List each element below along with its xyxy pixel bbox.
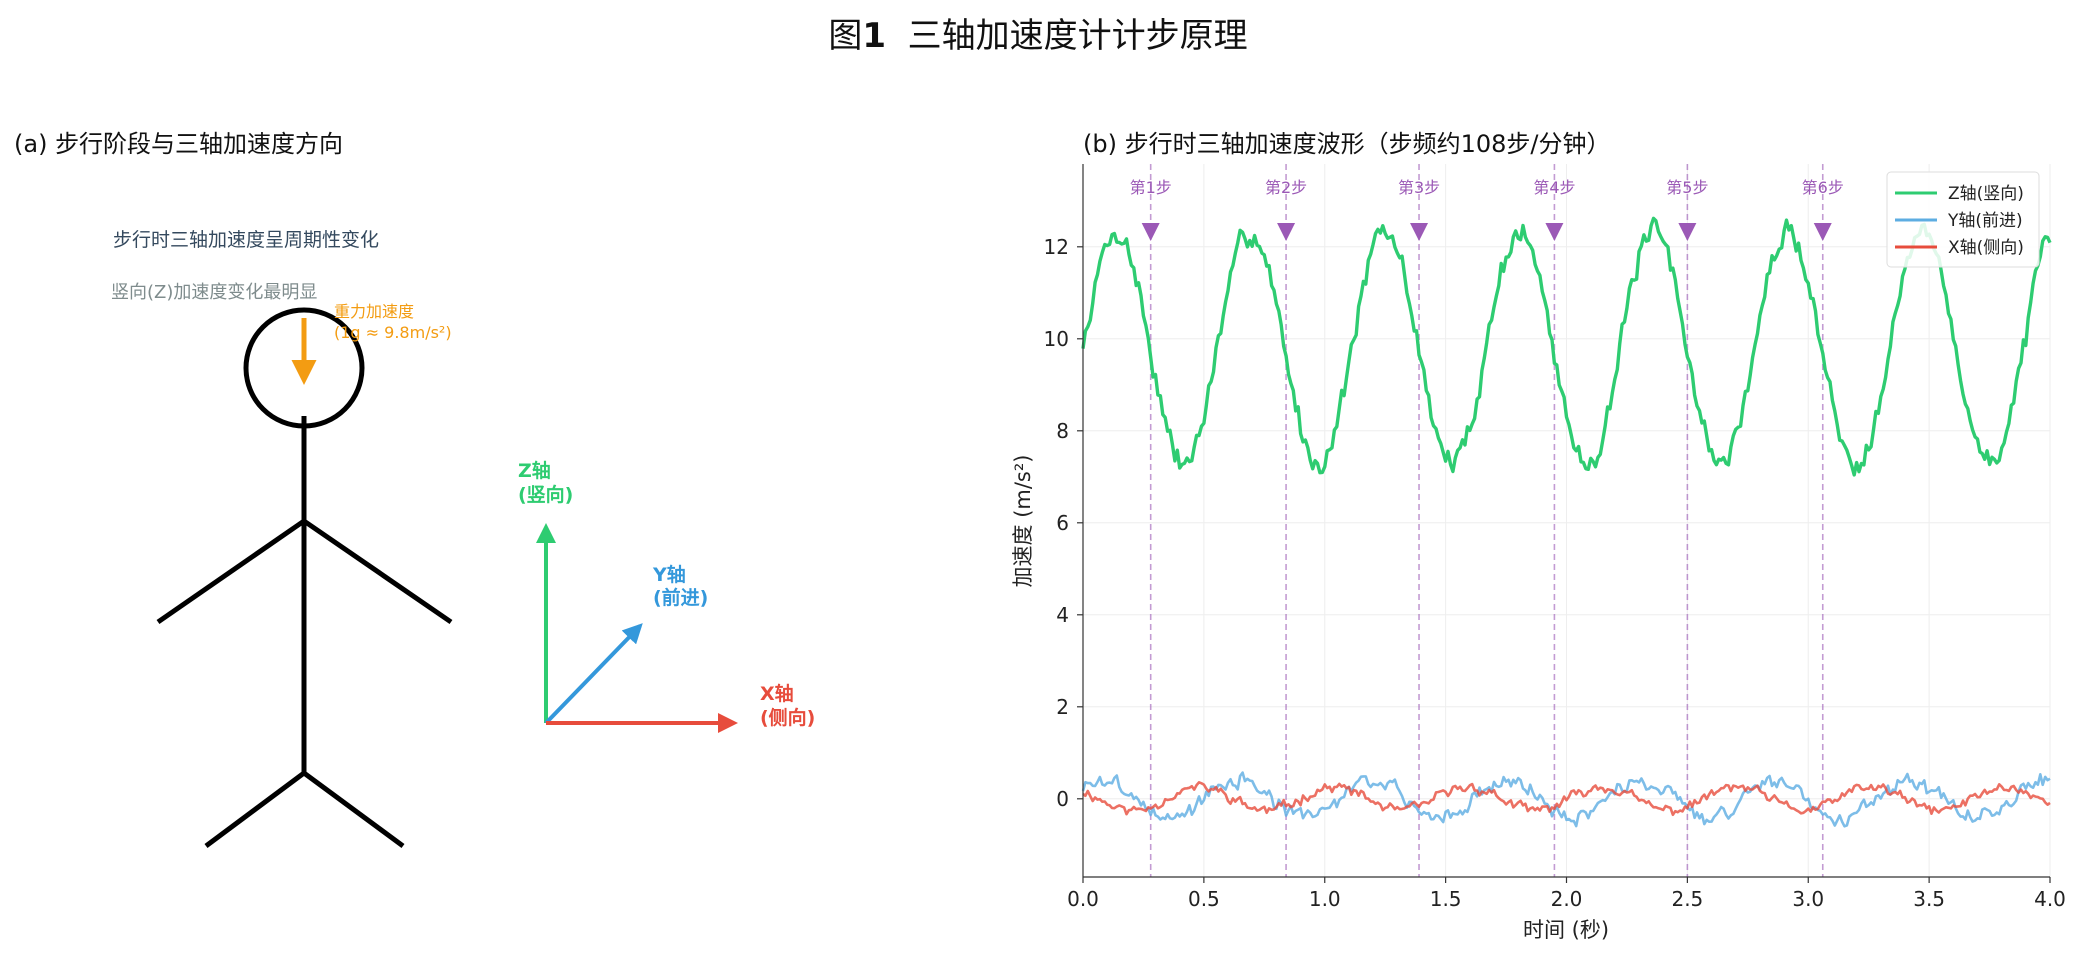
legend-items: Z轴(竖向) Y轴(前进) X轴(侧向) xyxy=(1895,184,2024,258)
y-ticks: 0 2 4 6 8 10 12 xyxy=(1044,235,1083,811)
x-tick-label: 3.5 xyxy=(1913,887,1945,911)
x-tick-label: 1.5 xyxy=(1430,887,1462,911)
stick-figure-left-leg xyxy=(204,770,306,849)
x-axis-name: X轴 xyxy=(760,682,794,705)
step-marker-label: 第5步 xyxy=(1666,178,1708,197)
step-marker-triangle xyxy=(1277,223,1296,241)
gravity-value: (1g ≈ 9.8m/s²) xyxy=(334,323,452,342)
y-tick-label: 10 xyxy=(1044,327,1069,351)
chart-series xyxy=(1081,216,2052,828)
z-axis-desc: (竖向) xyxy=(518,483,573,506)
figure-title-prefix: 图 xyxy=(828,16,863,56)
panel-a-title: (a) 步行阶段与三轴加速度方向 xyxy=(14,130,343,158)
x-tick-label: 1.0 xyxy=(1309,887,1341,911)
legend-label: Z轴(竖向) xyxy=(1948,184,2024,204)
step-marker-label: 第3步 xyxy=(1398,178,1440,197)
x-ticks: 0.0 0.5 1.0 1.5 2.0 2.5 3.0 3.5 4.0 xyxy=(1067,877,2066,911)
x-tick-label: 0.0 xyxy=(1067,887,1099,911)
series-line-3 xyxy=(1082,780,2051,817)
note-periodic: 步行时三轴加速度呈周期性变化 xyxy=(113,229,379,251)
x-tick-label: 2.5 xyxy=(1671,887,1703,911)
series-line-2 xyxy=(1081,771,2051,828)
axis-diagram: Z轴 (竖向) Y轴 (前进) X轴 (侧向) xyxy=(518,459,815,733)
stick-figure-right-leg xyxy=(302,770,405,849)
gravity-label: 重力加速度 xyxy=(334,302,414,321)
y-tick-label: 12 xyxy=(1044,235,1069,259)
legend-box xyxy=(1886,171,2040,268)
stick-figure-right-arm xyxy=(302,518,453,625)
step-marker-label: 第4步 xyxy=(1533,178,1575,197)
x-tick-label: 4.0 xyxy=(2034,887,2066,911)
step-markers: 第1步 第2步 第3步 第4步 第5步 第6步 xyxy=(1130,178,1844,241)
y-tick-label: 8 xyxy=(1056,419,1069,443)
step-marker-triangle xyxy=(1678,223,1697,241)
y-tick-label: 4 xyxy=(1056,603,1069,627)
y-tick-label: 6 xyxy=(1056,511,1069,535)
chart-title: (b) 步行时三轴加速度波形（步频约108步/分钟） xyxy=(1083,130,1610,158)
step-marker-label: 第2步 xyxy=(1265,178,1307,197)
series-line-1 xyxy=(1081,216,2052,477)
x-axis-label: 时间 (秒) xyxy=(1523,918,1609,942)
y-tick-label: 0 xyxy=(1056,787,1069,811)
step-marker-lines xyxy=(1149,164,1824,877)
note-vertical: 竖向(Z)加速度变化最明显 xyxy=(111,282,317,303)
x-tick-label: 3.0 xyxy=(1792,887,1824,911)
y-axis-desc: (前进) xyxy=(653,586,708,609)
y-axis-arrow xyxy=(544,623,643,725)
panel-a: (a) 步行阶段与三轴加速度方向 步行时三轴加速度呈周期性变化 竖向(Z)加速度… xyxy=(14,130,815,849)
z-axis-name: Z轴 xyxy=(518,459,551,482)
step-marker-label: 第1步 xyxy=(1130,178,1172,197)
step-marker-label: 第6步 xyxy=(1802,178,1844,197)
figure-title: 图1 三轴加速度计计步原理 xyxy=(0,8,2076,57)
legend-label: X轴(侧向) xyxy=(1948,238,2024,258)
figure-title-number: 1 xyxy=(862,16,887,56)
y-tick-label: 2 xyxy=(1056,695,1069,719)
legend: Z轴(竖向) Y轴(前进) X轴(侧向) xyxy=(1886,171,2040,268)
legend-label: Y轴(前进) xyxy=(1947,211,2023,231)
figure-title-text: 三轴加速度计计步原理 xyxy=(907,16,1248,56)
step-marker-triangle xyxy=(1410,223,1429,241)
y-axis-name: Y轴 xyxy=(652,563,686,586)
x-axis-desc: (侧向) xyxy=(760,706,815,729)
x-tick-label: 2.0 xyxy=(1551,887,1583,911)
panel-b: (b) 步行时三轴加速度波形（步频约108步/分钟） 第1步 第2步 第3步 第4步第… xyxy=(1011,130,2066,942)
step-marker-triangle xyxy=(1545,223,1564,241)
stick-figure-left-arm xyxy=(156,518,306,625)
step-marker-triangle xyxy=(1141,223,1160,241)
x-tick-label: 0.5 xyxy=(1188,887,1220,911)
stick-figure xyxy=(156,307,453,849)
step-marker-triangle xyxy=(1813,223,1832,241)
y-axis-label: 加速度 (m/s²) xyxy=(1011,455,1035,588)
